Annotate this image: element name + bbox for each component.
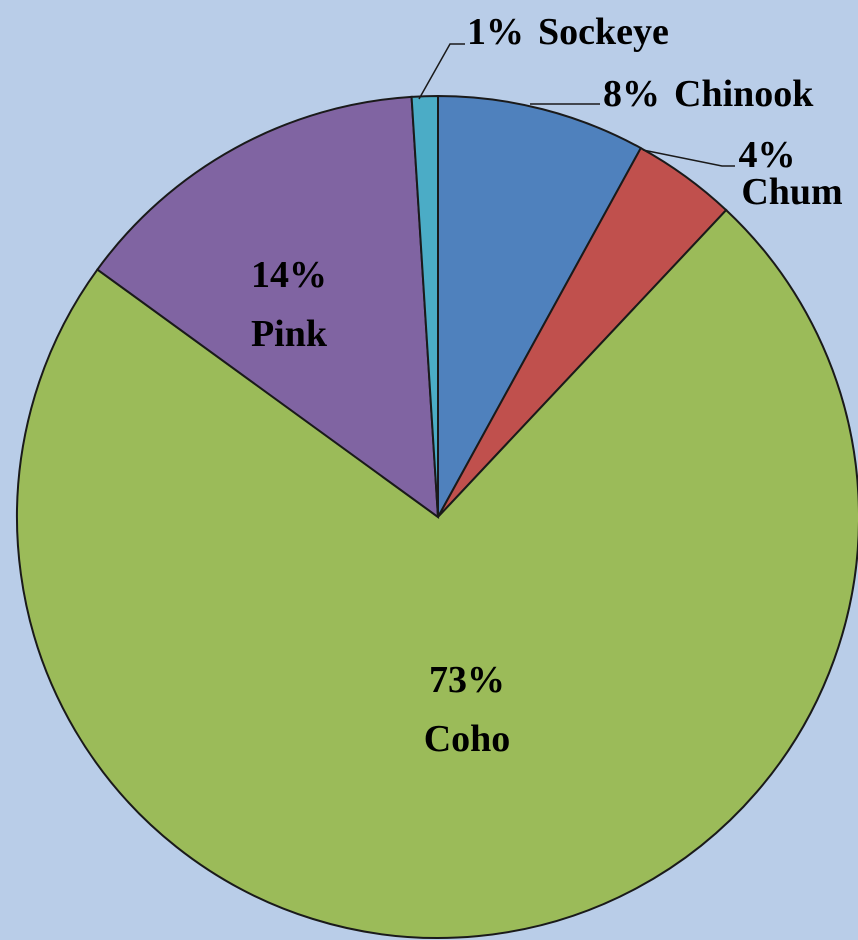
label-chinook: 8% Chinook: [603, 73, 814, 115]
slice-pink: [96, 95, 440, 520]
slice-chinook: [437, 94, 643, 518]
label-chum-pct: 4%: [739, 134, 796, 176]
label-chum-name: Chum: [741, 171, 842, 213]
label-sockeye: 1% Sockeye: [467, 11, 669, 53]
slice-coho: [16, 208, 858, 939]
pie-slices: [16, 94, 858, 939]
leader-line-chum: [642, 149, 735, 167]
label-pink-pct: 14%: [251, 254, 327, 296]
leader-lines: [418, 43, 735, 167]
label-pink-name: Pink: [251, 313, 328, 355]
slice-labels: 1% Sockeye 8% Chinook 4% Chum 14% Pink 73%…: [251, 11, 843, 760]
slice-sockeye: [410, 94, 439, 518]
leader-line-sockeye: [418, 43, 465, 100]
label-coho-name: Coho: [424, 718, 511, 760]
label-coho-pct: 73%: [429, 659, 505, 701]
